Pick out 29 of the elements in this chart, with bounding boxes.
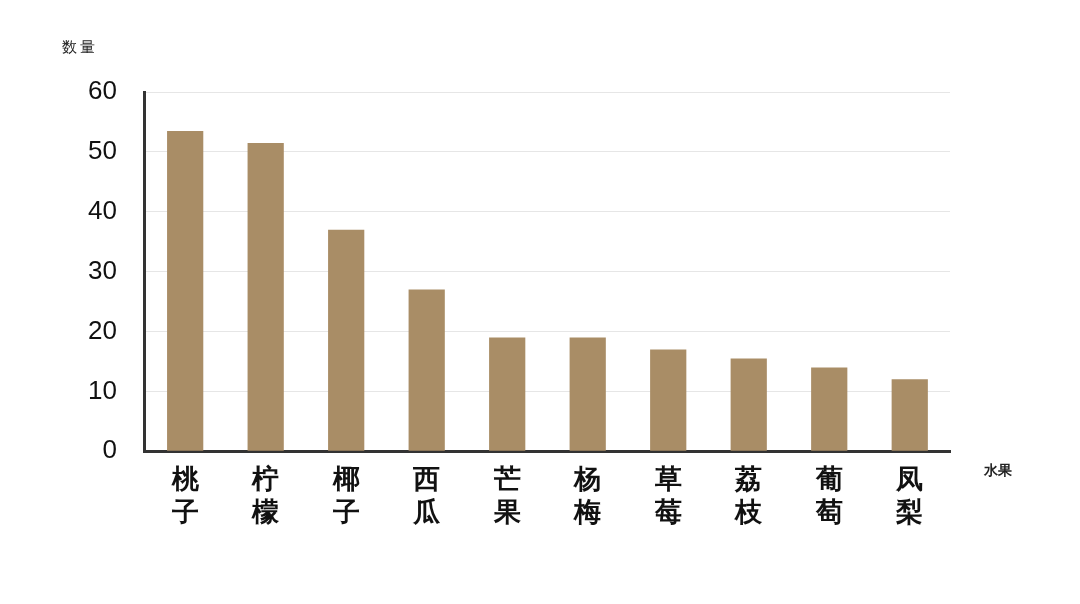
x-tick-label: 杨梅 [573,463,602,527]
x-tick-label: 西瓜 [412,463,442,527]
y-tick-label: 30 [88,254,117,285]
bar [247,142,284,451]
bar [650,349,687,451]
bar [167,130,204,451]
x-tick-label: 荔枝 [734,463,764,527]
x-tick-label: 芒果 [492,463,521,527]
bar [730,358,767,451]
x-tick-label: 桃子 [170,463,200,527]
x-tick-label: 葡萄 [814,463,843,527]
x-tick-label: 柠檬 [251,463,281,527]
x-tick-label: 草莓 [653,463,682,527]
bar [328,229,365,451]
bar [811,367,848,451]
y-tick-label: 20 [88,314,117,345]
y-tick-label: 40 [88,194,117,225]
y-tick-label: 0 [102,434,117,465]
y-tick-label: 10 [88,374,117,405]
bar [891,379,928,451]
bar [489,337,526,451]
bar [569,337,606,451]
y-tick-label: 50 [88,135,117,166]
y-tick-label: 60 [88,75,117,106]
x-tick-label: 椰子 [331,463,360,527]
y-axis-title: 数量 [62,38,98,57]
x-axis-title: 水果 [984,462,1012,480]
x-tick-label: 凤梨 [895,463,924,527]
bar [408,289,445,451]
